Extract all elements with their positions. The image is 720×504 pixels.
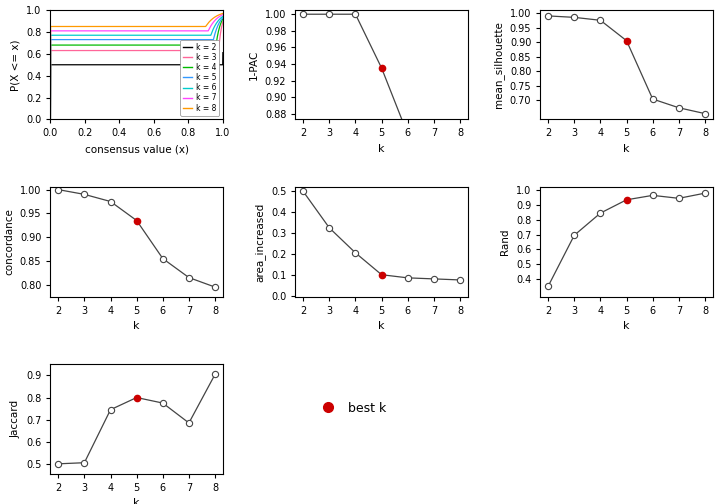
k = 3 — [63, 47, 72, 53]
k = 6 — [63, 32, 72, 38]
k = 3 — [116, 47, 125, 53]
k = 3 — [181, 47, 189, 53]
k = 3 — [184, 47, 192, 53]
Y-axis label: concordance: concordance — [4, 209, 14, 275]
k = 4 — [219, 16, 228, 22]
k = 8 — [181, 24, 189, 30]
k = 8 — [122, 24, 131, 30]
k = 5 — [219, 15, 228, 21]
k = 2 — [219, 49, 228, 55]
k = 2 — [165, 61, 174, 68]
k = 5 — [165, 37, 174, 43]
k = 6 — [122, 32, 131, 38]
Line: k = 7: k = 7 — [50, 15, 223, 119]
k = 5 — [122, 37, 131, 43]
k = 5 — [46, 116, 55, 122]
k = 5 — [63, 37, 72, 43]
Legend: best k: best k — [310, 397, 391, 420]
k = 5 — [181, 37, 189, 43]
k = 2 — [184, 61, 192, 68]
k = 6 — [181, 32, 189, 38]
Y-axis label: P(X <= x): P(X <= x) — [11, 39, 20, 91]
k = 2 — [116, 61, 125, 68]
X-axis label: k: k — [624, 321, 630, 331]
k = 6 — [165, 32, 174, 38]
k = 2 — [181, 61, 189, 68]
Y-axis label: Rand: Rand — [500, 229, 510, 255]
k = 7 — [63, 28, 72, 34]
k = 4 — [184, 42, 192, 48]
k = 6 — [219, 13, 228, 19]
Line: k = 6: k = 6 — [50, 16, 223, 119]
Line: k = 2: k = 2 — [50, 52, 223, 119]
Y-axis label: 1-PAC: 1-PAC — [249, 49, 259, 80]
k = 8 — [219, 11, 228, 17]
X-axis label: k: k — [378, 321, 385, 331]
k = 3 — [165, 47, 174, 53]
Legend: k = 2, k = 3, k = 4, k = 5, k = 6, k = 7, k = 8: k = 2, k = 3, k = 4, k = 5, k = 6, k = 7… — [180, 40, 219, 115]
k = 8 — [46, 116, 55, 122]
X-axis label: k: k — [624, 144, 630, 154]
k = 5 — [116, 37, 125, 43]
X-axis label: k: k — [133, 498, 140, 504]
k = 6 — [184, 32, 192, 38]
k = 2 — [63, 61, 72, 68]
X-axis label: consensus value (x): consensus value (x) — [85, 144, 189, 154]
Line: k = 8: k = 8 — [50, 14, 223, 119]
k = 8 — [63, 24, 72, 30]
k = 6 — [46, 116, 55, 122]
k = 8 — [116, 24, 125, 30]
Y-axis label: area_increased: area_increased — [254, 202, 266, 282]
Line: k = 4: k = 4 — [50, 19, 223, 119]
k = 7 — [219, 12, 228, 18]
k = 3 — [46, 116, 55, 122]
X-axis label: k: k — [133, 321, 140, 331]
k = 2 — [122, 61, 131, 68]
k = 8 — [184, 24, 192, 30]
k = 5 — [184, 37, 192, 43]
X-axis label: k: k — [378, 144, 385, 154]
k = 7 — [46, 116, 55, 122]
k = 7 — [165, 28, 174, 34]
k = 7 — [122, 28, 131, 34]
k = 4 — [122, 42, 131, 48]
k = 4 — [181, 42, 189, 48]
k = 7 — [116, 28, 125, 34]
Line: k = 3: k = 3 — [50, 22, 223, 119]
k = 7 — [181, 28, 189, 34]
k = 4 — [116, 42, 125, 48]
k = 4 — [63, 42, 72, 48]
k = 8 — [165, 24, 174, 30]
k = 6 — [116, 32, 125, 38]
Y-axis label: Jaccard: Jaccard — [11, 400, 20, 438]
k = 4 — [46, 116, 55, 122]
k = 3 — [219, 19, 228, 25]
k = 3 — [122, 47, 131, 53]
Y-axis label: mean_silhouette: mean_silhouette — [493, 21, 504, 108]
k = 4 — [165, 42, 174, 48]
Line: k = 5: k = 5 — [50, 18, 223, 119]
k = 2 — [46, 116, 55, 122]
k = 7 — [184, 28, 192, 34]
